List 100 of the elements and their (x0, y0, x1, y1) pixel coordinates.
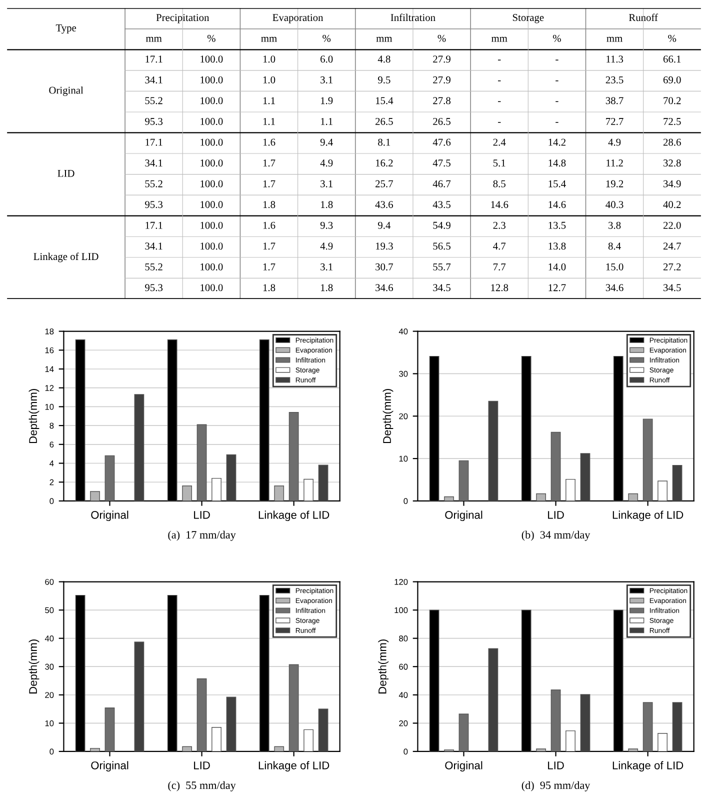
text: 54.9 (433, 222, 450, 229)
bar (182, 486, 192, 501)
text: % (668, 34, 676, 42)
text: 66.1 (663, 56, 681, 63)
text: 100.0 (200, 138, 223, 146)
text: (b) 34 mm/day (522, 530, 590, 541)
text: 5.1 (493, 160, 506, 167)
bar (196, 424, 207, 501)
category-label: Type (56, 24, 76, 34)
text: 1.7 (263, 180, 276, 188)
y-tick-label: 60 (399, 664, 408, 670)
text: - (498, 101, 501, 102)
text: (a) 17 mm/day (168, 530, 236, 541)
text: 12.8 (491, 284, 508, 292)
y-tick-label: 30 (399, 370, 408, 377)
category-label: Storage (512, 14, 544, 24)
bar (196, 678, 207, 752)
bar (536, 493, 546, 501)
bar (580, 694, 590, 752)
category-label: Precipitation (156, 14, 210, 24)
text: 40.2 (663, 201, 681, 208)
text: 11.2 (606, 160, 623, 167)
text: 1.0 (263, 56, 276, 63)
text: 55.2 (145, 263, 162, 270)
text: 55.7 (433, 263, 451, 270)
text: 27.9 (433, 76, 450, 84)
category-label: Original (49, 86, 84, 96)
text: 4.9 (320, 242, 333, 250)
text: 4.8 (378, 56, 390, 63)
text: - (498, 122, 501, 123)
text: 100.0 (200, 222, 223, 229)
y-tick-label: 80 (399, 636, 408, 642)
text: mm (261, 36, 277, 42)
text: 100.0 (200, 284, 223, 292)
bar (566, 478, 576, 501)
text: 19.2 (606, 180, 624, 188)
text: 8.1 (378, 138, 390, 146)
text: 7.7 (494, 263, 506, 270)
text: 19.3 (376, 242, 393, 250)
text: % (322, 34, 331, 42)
bar (488, 648, 498, 752)
bar (288, 664, 299, 752)
text: 69.0 (663, 76, 681, 84)
text: 34.9 (664, 180, 681, 188)
text: 14.6 (491, 201, 508, 208)
text: 17.1 (146, 222, 162, 229)
text: 100.0 (200, 180, 223, 188)
y-tick-label: 20 (399, 413, 408, 420)
text: 9.4 (378, 222, 391, 229)
text: 6.0 (320, 56, 333, 63)
bar (304, 729, 314, 752)
text: 46.7 (432, 180, 451, 188)
bar (304, 478, 314, 501)
y-tick-label: 50 (45, 607, 54, 614)
y-axis-title: Depth(mm) (28, 389, 40, 443)
bar (566, 730, 576, 752)
text: 3.1 (320, 76, 332, 84)
bar (288, 412, 299, 501)
text: 23.5 (606, 76, 624, 84)
x-tick-label: LID (548, 762, 564, 770)
text: mm (376, 36, 392, 42)
category-label: Infiltration (390, 14, 436, 22)
text: 34.1 (145, 76, 162, 84)
text: 47.6 (432, 138, 451, 146)
text: 40.3 (606, 201, 624, 208)
text: 1.7 (263, 263, 276, 270)
text: 70.2 (664, 97, 681, 104)
category-label: Runoff (628, 14, 658, 22)
bar (580, 453, 590, 501)
y-tick-label: 40 (44, 636, 54, 642)
y-tick-label: 20 (45, 692, 54, 698)
text: 100.0 (200, 159, 223, 167)
text: 100.0 (200, 263, 223, 270)
text: 1.1 (263, 97, 275, 104)
text: 14.6 (548, 201, 566, 208)
text: 95.3 (145, 118, 163, 126)
text: % (207, 34, 216, 42)
text: 72.7 (606, 118, 624, 126)
y-tick-label: 40 (398, 328, 408, 334)
bar (458, 460, 469, 501)
text: - (498, 80, 501, 82)
text: 34.5 (433, 284, 450, 292)
text: 9.3 (320, 222, 333, 229)
text: 34.1 (145, 242, 162, 250)
text: 34.6 (606, 284, 624, 292)
text: 55.2 (145, 180, 162, 188)
text: 1.7 (263, 160, 276, 167)
text: 1.1 (263, 118, 275, 126)
text: 1.7 (263, 242, 276, 250)
y-tick-label: 0 (404, 748, 408, 755)
text: 32.8 (664, 159, 681, 167)
text: 2.4 (493, 138, 506, 146)
text: 11.3 (606, 56, 624, 63)
text: 8.4 (608, 242, 621, 250)
text: 1.6 (263, 138, 276, 146)
y-tick-label: 8 (50, 422, 54, 429)
x-tick-label: Original (445, 761, 482, 772)
y-tick-label: 30 (45, 664, 54, 670)
text: 1.9 (321, 97, 333, 104)
text: 15.4 (376, 97, 394, 104)
